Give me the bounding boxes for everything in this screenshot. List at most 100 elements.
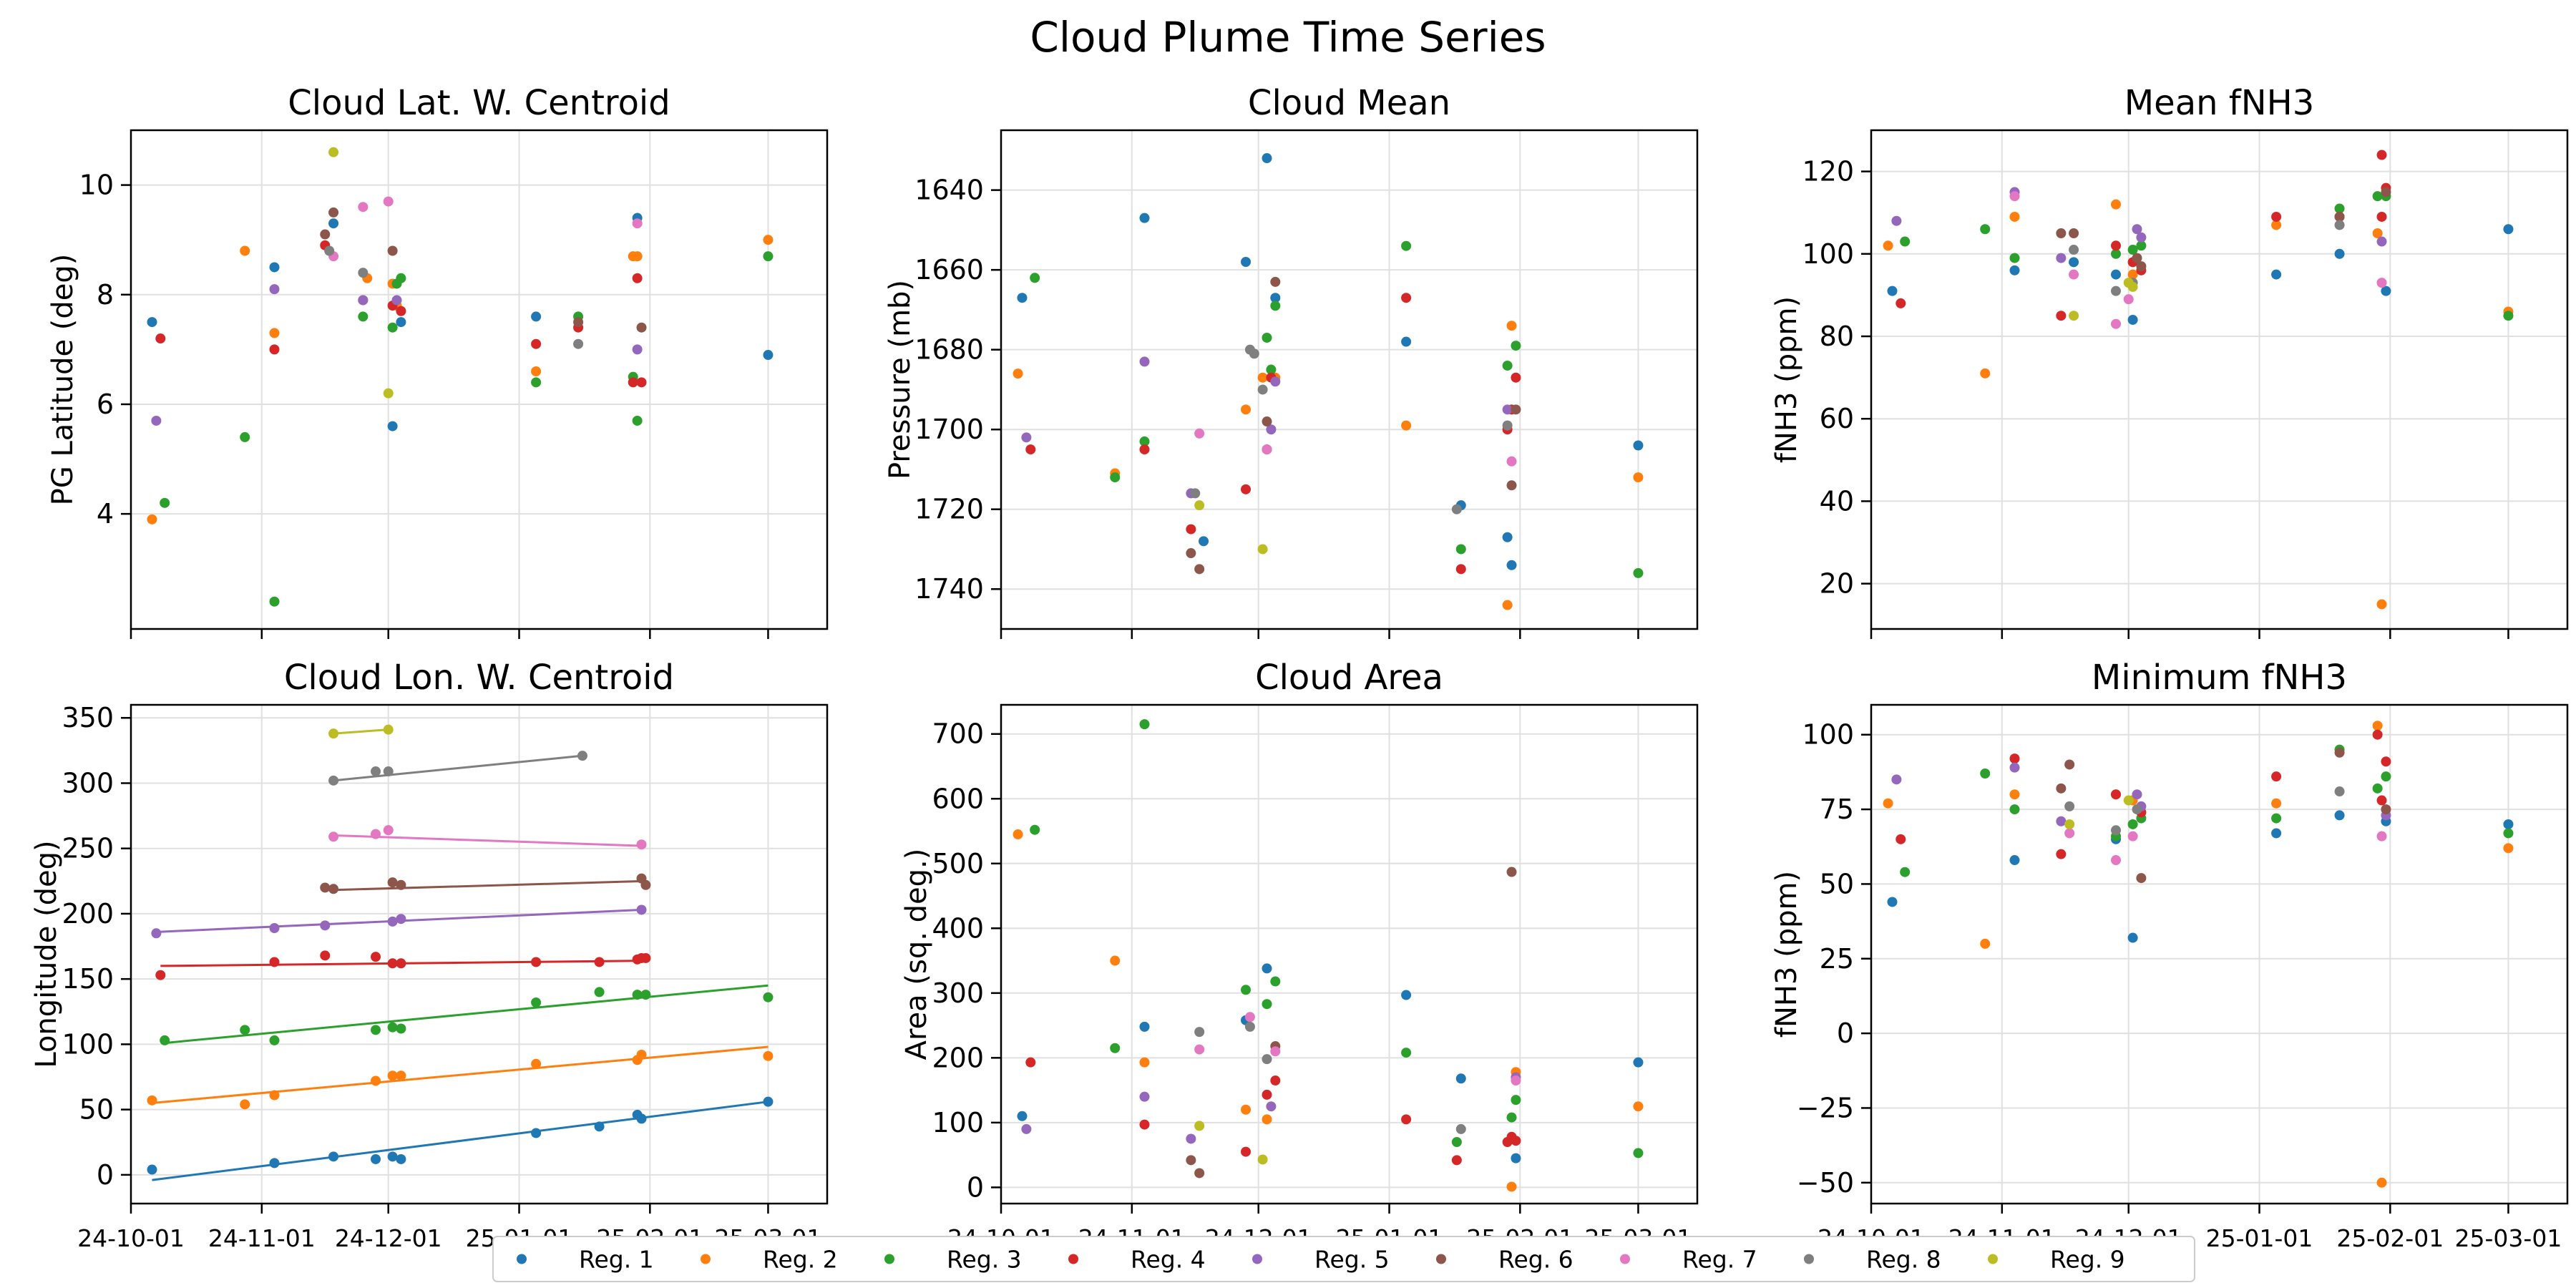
data-point <box>1139 1091 1150 1102</box>
data-point <box>160 497 170 508</box>
data-point <box>160 1035 170 1045</box>
fit-line-reg-7 <box>333 834 642 847</box>
data-point <box>1241 484 1252 494</box>
data-point <box>1241 257 1252 268</box>
y-tick-label: 1740 <box>914 573 984 605</box>
data-point <box>1025 1057 1036 1068</box>
data-point <box>1025 444 1036 455</box>
data-point <box>358 202 369 213</box>
series-reg-7 <box>2009 191 2387 329</box>
series-reg-9 <box>2064 795 2134 829</box>
series-reg-7 <box>2064 828 2387 866</box>
y-tick-label: 4 <box>97 498 114 530</box>
y-axis-label: Pressure (mb) <box>884 280 917 479</box>
data-point <box>2132 804 2142 815</box>
data-point <box>2381 756 2391 767</box>
data-point <box>2069 245 2079 255</box>
series-reg-1 <box>1887 224 2514 325</box>
data-point <box>1194 500 1205 511</box>
data-point <box>1401 336 1412 347</box>
grid <box>130 705 827 1204</box>
legend-entry-reg-8: Reg. 8 <box>1804 1246 1941 1274</box>
data-point <box>2064 828 2075 839</box>
data-point <box>1262 153 1272 164</box>
data-point <box>1401 990 1412 1000</box>
data-point <box>269 957 280 967</box>
series-reg-5 <box>1891 187 2387 263</box>
data-point <box>2009 804 2020 815</box>
data-point <box>1021 432 1032 443</box>
data-point <box>1270 1046 1281 1057</box>
x-tick-label: 25-02-01 <box>2336 1224 2444 1252</box>
data-point <box>387 916 398 927</box>
data-point <box>1262 999 1272 1010</box>
series-reg-8 <box>328 751 587 786</box>
data-point <box>573 338 584 349</box>
axes-frame <box>130 703 829 1205</box>
data-point <box>1511 404 1521 415</box>
y-tick-label: 50 <box>1820 868 1854 899</box>
data-point <box>2009 265 2020 275</box>
data-point <box>1451 1137 1462 1148</box>
data-point <box>1896 834 1906 844</box>
data-point <box>531 957 542 967</box>
data-point <box>1257 384 1268 395</box>
data-point <box>2132 789 2142 800</box>
data-point <box>632 415 643 426</box>
data-point <box>636 1049 647 1060</box>
data-point <box>2372 228 2383 239</box>
data-point <box>2334 786 2345 797</box>
data-point <box>396 914 406 924</box>
data-point <box>383 766 394 777</box>
data-point <box>1139 213 1150 223</box>
data-point <box>763 1096 774 1107</box>
data-point <box>594 1121 605 1132</box>
data-point <box>1262 444 1272 455</box>
data-point <box>151 928 162 939</box>
data-point <box>2381 771 2391 782</box>
data-point <box>324 245 335 256</box>
x-tick-label: 25-01-01 <box>2206 1224 2313 1252</box>
data-point <box>387 421 398 431</box>
data-point <box>1190 488 1201 499</box>
legend-entry-reg-6: Reg. 6 <box>1436 1246 1574 1274</box>
data-point <box>1139 1119 1150 1130</box>
data-point <box>2376 278 2387 288</box>
data-point <box>147 317 157 328</box>
data-point <box>531 997 542 1008</box>
series-reg-9 <box>328 147 394 399</box>
data-point <box>2127 281 2138 292</box>
y-tick-label: 100 <box>1802 719 1854 751</box>
data-point <box>2056 816 2067 826</box>
data-point <box>328 1151 339 1162</box>
data-point <box>2271 771 2282 782</box>
data-point <box>2127 314 2138 325</box>
data-point <box>1030 273 1040 283</box>
data-point <box>320 920 331 931</box>
data-point <box>594 957 605 967</box>
data-point <box>1270 976 1281 987</box>
panel-title: Cloud Mean <box>1248 83 1450 123</box>
panel-meanfnh3: 20 40 60 80 100 120 Mean fNH3 fNH3 (ppm) <box>1770 83 2569 639</box>
data-point <box>320 229 331 240</box>
data-point <box>531 377 542 388</box>
series-reg-8 <box>1190 344 1513 514</box>
data-point <box>1186 548 1196 559</box>
series-reg-6 <box>2056 187 2391 272</box>
data-point <box>1257 544 1268 555</box>
legend-entry-reg-2: Reg. 2 <box>701 1246 838 1274</box>
axes-frame <box>1870 703 2569 1205</box>
data-point <box>2009 191 2020 202</box>
y-tick-label: 100 <box>62 1028 114 1060</box>
data-point <box>1017 1111 1028 1121</box>
data-point <box>1502 532 1513 542</box>
data-point <box>2111 855 2122 866</box>
legend-marker <box>1436 1254 1446 1264</box>
data-point <box>240 431 250 442</box>
data-point <box>1455 564 1466 575</box>
legend-marker <box>1620 1254 1630 1264</box>
data-point <box>1887 286 1898 296</box>
data-point <box>1194 1168 1205 1179</box>
data-point <box>2136 873 2147 884</box>
data-point <box>2127 245 2138 255</box>
